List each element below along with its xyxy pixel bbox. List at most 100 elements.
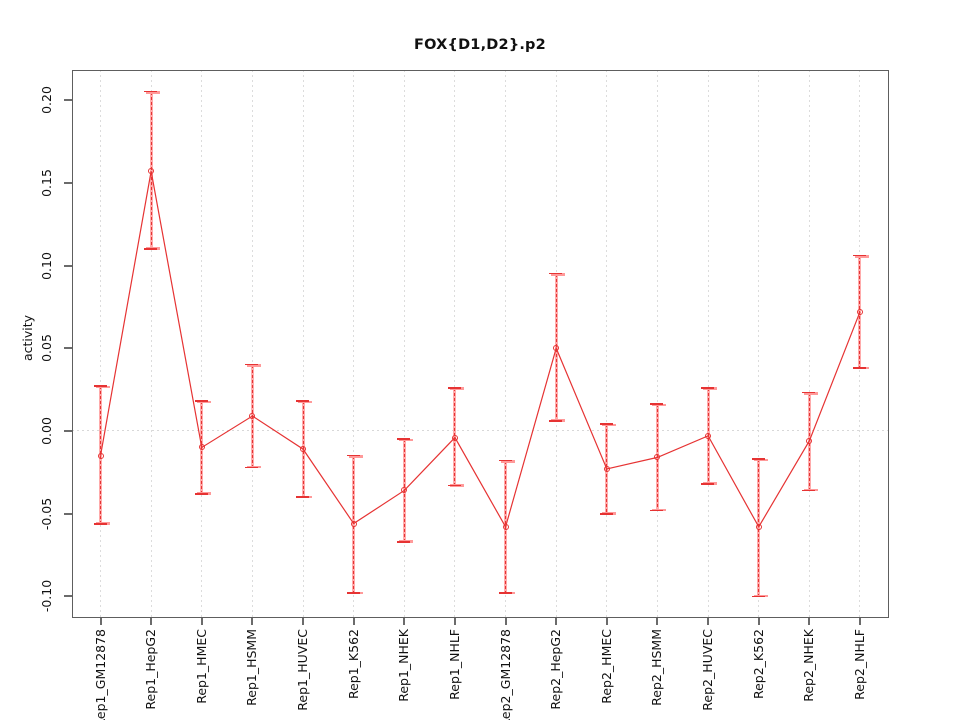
vertical-gridline — [403, 70, 405, 617]
vertical-gridline — [454, 70, 456, 617]
y-tick-label: 0.20 — [39, 86, 54, 115]
error-cap-upper-light — [298, 400, 313, 404]
data-point-marker — [553, 345, 560, 352]
error-cap-upper-light — [399, 438, 414, 442]
x-tick-label: Rep1_HepG2 — [143, 629, 159, 710]
data-point-marker — [300, 446, 307, 453]
data-point-marker — [806, 437, 813, 444]
vertical-gridline — [201, 70, 203, 617]
error-cap-upper-light — [449, 387, 464, 390]
x-axis-tick — [858, 618, 861, 625]
error-cap-upper-light — [753, 458, 768, 462]
error-cap-lower — [144, 248, 158, 250]
y-tick-label: 0.10 — [39, 251, 54, 280]
x-axis-tick — [504, 618, 507, 625]
data-point-marker — [249, 413, 256, 420]
vertical-gridline — [302, 70, 304, 617]
error-cap-upper — [549, 272, 563, 275]
x-tick-label: Rep1_HMEC — [193, 629, 209, 704]
x-axis-tick — [707, 618, 710, 625]
y-tick-label: 0.05 — [39, 334, 54, 363]
plot-frame — [72, 70, 889, 618]
x-tick-label: Rep1_GM12878 — [92, 629, 108, 720]
x-tick-label: Rep2_NHEK — [801, 629, 817, 702]
error-cap-upper — [194, 400, 208, 402]
vertical-gridline — [606, 70, 608, 617]
x-tick-label: Rep2_HSMM — [649, 629, 665, 706]
error-cap-upper — [93, 385, 107, 387]
error-cap-lower — [498, 592, 512, 594]
x-tick-label: Rep1_HUVEC — [295, 629, 311, 711]
x-tick-label: Rep2_HUVEC — [700, 629, 716, 711]
vertical-gridline — [758, 70, 760, 617]
error-cap-upper-light — [146, 91, 161, 94]
error-cap-lower — [599, 513, 613, 515]
y-tick-label: 0.15 — [39, 168, 54, 197]
data-point-marker — [502, 523, 509, 530]
data-point-marker — [603, 465, 610, 472]
error-cap-upper-light — [348, 455, 363, 458]
error-cap-upper — [144, 90, 158, 93]
error-cap-upper — [245, 363, 259, 366]
error-cap-lower — [346, 592, 360, 594]
x-tick-label: Rep2_HepG2 — [548, 629, 564, 710]
x-tick-label: Rep2_NHLF — [851, 629, 867, 700]
x-axis-tick — [403, 618, 406, 625]
error-cap-upper — [346, 454, 360, 457]
error-cap-upper-light — [652, 403, 667, 407]
error-cap-lower — [447, 484, 461, 487]
x-axis-tick — [200, 618, 203, 625]
error-cap-upper-light — [551, 273, 566, 276]
data-point-marker — [401, 487, 408, 494]
error-cap-lower — [701, 483, 715, 485]
y-axis-tick — [64, 512, 72, 515]
vertical-gridline — [353, 70, 355, 617]
y-axis-tick — [64, 264, 72, 267]
error-cap-lower — [852, 367, 866, 370]
x-axis-tick — [453, 618, 456, 625]
error-cap-upper — [751, 458, 765, 460]
error-cap-upper — [599, 423, 613, 425]
x-tick-label: Rep2_GM12878 — [497, 629, 513, 720]
vertical-gridline — [656, 70, 658, 617]
error-cap-lower — [194, 493, 208, 495]
error-cap-upper — [650, 403, 664, 406]
error-cap-lower — [245, 466, 259, 469]
x-axis-tick — [555, 618, 558, 625]
error-cap-upper-light — [247, 364, 262, 367]
data-point-marker — [148, 168, 155, 175]
error-cap-upper — [397, 438, 411, 440]
error-cap-lower — [802, 489, 816, 492]
error-cap-upper-light — [196, 400, 211, 404]
x-axis-tick — [808, 618, 811, 625]
x-axis-tick — [150, 618, 153, 625]
error-cap-upper-light — [601, 423, 616, 427]
data-point-marker — [97, 452, 104, 459]
y-axis-tick — [64, 99, 72, 102]
vertical-gridline — [150, 70, 152, 617]
vertical-gridline — [808, 70, 810, 617]
error-cap-upper-light — [500, 460, 515, 463]
data-point-marker — [755, 523, 762, 530]
error-cap-upper — [447, 386, 461, 389]
data-point-marker — [451, 434, 458, 441]
x-tick-label: Rep1_HSMM — [244, 629, 260, 706]
y-tick-label: -0.05 — [39, 497, 54, 530]
data-point-marker — [705, 432, 712, 439]
y-axis-tick — [64, 429, 72, 432]
error-cap-upper — [498, 459, 512, 462]
x-axis-tick — [99, 618, 102, 625]
y-tick-label: 0.00 — [39, 416, 54, 445]
x-axis-tick — [302, 618, 305, 625]
x-axis-tick — [251, 618, 254, 625]
error-cap-upper — [802, 391, 816, 394]
vertical-gridline — [707, 70, 709, 617]
error-cap-lower — [549, 420, 563, 422]
y-axis-tick — [64, 595, 72, 598]
error-cap-upper-light — [703, 387, 718, 390]
vertical-gridline — [505, 70, 507, 617]
data-point-marker — [856, 308, 863, 315]
x-tick-label: Rep1_NHEK — [396, 629, 412, 702]
